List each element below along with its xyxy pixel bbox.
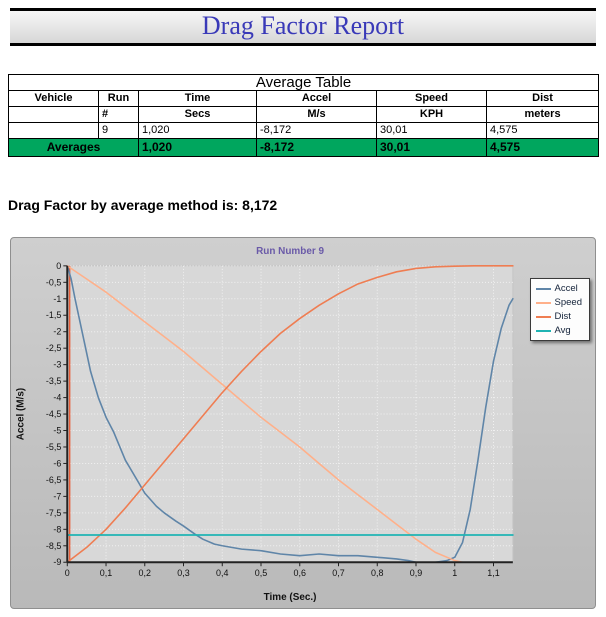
svg-text:1,1: 1,1: [487, 568, 499, 578]
svg-text:Run Number 9: Run Number 9: [256, 246, 324, 257]
svg-text:0,4: 0,4: [216, 568, 228, 578]
cell-dist: 4,575: [485, 122, 600, 139]
avg-accel: -8,172: [256, 138, 377, 157]
col-header-vehicle: Vehicle: [8, 90, 99, 107]
svg-text:-3: -3: [53, 360, 61, 370]
report-title-bar: Drag Factor Report: [10, 8, 596, 46]
legend-label: Speed: [554, 297, 582, 308]
cell-run: 9: [98, 122, 139, 139]
avg-speed: 30,01: [376, 138, 487, 157]
average-table-title: Average Table: [7, 74, 600, 91]
svg-text:-5: -5: [53, 425, 61, 435]
chart-panel: 0 -0,5 -1 -1,5 -2 -2,5 -3 -3,5 -4 -4,5 -5 -5,5 -6 -6,…: [10, 237, 596, 609]
svg-text:0,1: 0,1: [100, 568, 112, 578]
legend-label: Accel: [554, 283, 578, 294]
cell-vehicle: [8, 122, 99, 139]
col-header-accel: Accel: [256, 90, 377, 107]
cell-time: 1,020: [138, 122, 257, 139]
col-sub-vehicle: [8, 106, 99, 123]
legend-item-avg: Avg: [535, 325, 582, 336]
svg-text:0,6: 0,6: [294, 568, 306, 578]
svg-text:-6,5: -6,5: [46, 475, 61, 485]
svg-text:-0,5: -0,5: [46, 277, 61, 287]
drag-factor-statement: Drag Factor by average method is: 8,172: [8, 197, 278, 213]
legend-label: Dist: [554, 311, 571, 322]
run-chart: 0 -0,5 -1 -1,5 -2 -2,5 -3 -3,5 -4 -4,5 -5 -5,5 -6 -6,…: [16, 246, 514, 603]
col-sub-speed: KPH: [376, 106, 487, 123]
col-sub-accel: M/s: [256, 106, 377, 123]
svg-text:-4: -4: [53, 393, 61, 403]
col-header-speed: Speed: [376, 90, 487, 107]
legend-swatch-accel-icon: [535, 287, 551, 290]
svg-text:-6: -6: [53, 458, 61, 468]
avg-time: 1,020: [138, 138, 257, 157]
legend-item-speed: Speed: [535, 297, 582, 308]
col-sub-run: #: [98, 106, 139, 123]
svg-text:-9: -9: [53, 557, 61, 567]
svg-text:-8,5: -8,5: [46, 541, 61, 551]
svg-text:1: 1: [452, 568, 457, 578]
svg-text:-7: -7: [53, 491, 61, 501]
svg-text:0,2: 0,2: [139, 568, 151, 578]
svg-text:0,5: 0,5: [255, 568, 267, 578]
svg-text:Accel (M/s): Accel (M/s): [16, 388, 27, 440]
svg-text:0,9: 0,9: [410, 568, 422, 578]
svg-text:-1,5: -1,5: [46, 310, 61, 320]
svg-text:-2,5: -2,5: [46, 343, 61, 353]
legend-swatch-speed-icon: [535, 301, 551, 304]
col-header-dist: Dist: [485, 90, 600, 107]
svg-text:0: 0: [65, 568, 70, 578]
svg-text:-4,5: -4,5: [46, 409, 61, 419]
legend-swatch-avg-icon: [535, 329, 551, 332]
svg-text:-1: -1: [53, 294, 61, 304]
averages-label: Averages: [8, 138, 139, 157]
svg-text:-7,5: -7,5: [46, 508, 61, 518]
svg-text:-3,5: -3,5: [46, 376, 61, 386]
avg-dist: 4,575: [485, 138, 600, 157]
col-header-run: Run: [98, 90, 139, 107]
table-row: 9 1,020 -8,172 30,01 4,575: [8, 122, 600, 139]
svg-text:-2: -2: [53, 327, 61, 337]
cell-accel: -8,172: [256, 122, 377, 139]
svg-text:-5,5: -5,5: [46, 442, 61, 452]
legend-label: Avg: [554, 325, 571, 336]
chart-legend: Accel Speed Dist Avg: [529, 278, 590, 341]
svg-text:0: 0: [56, 261, 61, 271]
average-table: Average Table Vehicle Run Time Accel Spe…: [7, 74, 600, 157]
col-sub-time: Secs: [138, 106, 257, 123]
cell-speed: 30,01: [376, 122, 487, 139]
averages-row: Averages 1,020 -8,172 30,01 4,575: [8, 138, 600, 157]
col-header-time: Time: [138, 90, 257, 107]
legend-item-dist: Dist: [535, 311, 582, 322]
svg-text:0,7: 0,7: [332, 568, 344, 578]
report-title: Drag Factor Report: [201, 11, 405, 40]
svg-text:0,3: 0,3: [177, 568, 189, 578]
col-sub-dist: meters: [485, 106, 600, 123]
legend-swatch-dist-icon: [535, 315, 551, 318]
legend-item-accel: Accel: [535, 283, 582, 294]
svg-text:-8: -8: [53, 524, 61, 534]
svg-text:Time (Sec.): Time (Sec.): [264, 592, 317, 603]
svg-text:0,8: 0,8: [371, 568, 383, 578]
